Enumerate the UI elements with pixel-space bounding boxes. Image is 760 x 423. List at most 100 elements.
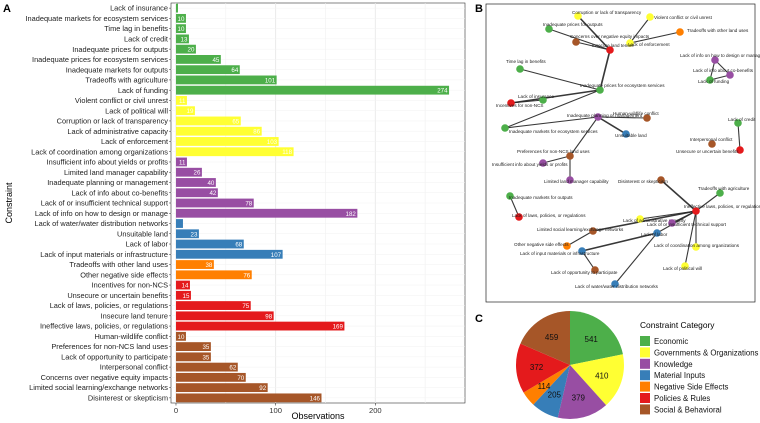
bar	[175, 239, 244, 249]
network-node	[594, 113, 602, 121]
legend-label: Social & Behavioral	[654, 405, 722, 414]
y-tick-label: Limited social learning/exchange network…	[29, 383, 168, 392]
network-node	[515, 213, 523, 221]
bar-value-label: 76	[243, 272, 250, 279]
bar	[175, 24, 186, 34]
network-node-label: Insufficient info about yields or profit…	[492, 162, 568, 167]
network-edge	[581, 232, 658, 252]
bar-value-label: 40	[207, 180, 214, 187]
network-edge	[597, 116, 648, 119]
bar	[175, 383, 268, 393]
network-node	[626, 39, 634, 47]
network-node	[646, 13, 654, 21]
network-node	[539, 159, 547, 167]
network-node-label: Inadequate planning or management	[567, 113, 643, 118]
bar-value-label: 107	[271, 252, 282, 259]
bar	[175, 229, 199, 239]
bar	[175, 44, 196, 54]
y-tick-label: Tradeoffs with agriculture	[85, 76, 168, 85]
bar	[175, 301, 251, 310]
network-edge	[548, 28, 611, 51]
network-edge	[599, 49, 611, 91]
bar	[175, 147, 294, 157]
legend-swatch	[640, 358, 650, 369]
network-node-label: Inadequate markets for outputs	[509, 195, 573, 200]
bar	[175, 178, 216, 187]
bar	[175, 116, 241, 126]
network-node-label: Concerns over negative equity impacts	[570, 34, 650, 39]
bar-value-label: 10	[178, 26, 185, 33]
bar-value-label: 118	[282, 149, 292, 156]
network-node-label: Inadequate prices for outputs	[543, 22, 603, 27]
network-node-label: Limited social learning/exchange network…	[537, 227, 624, 232]
y-tick-label: Inadequate planning or management	[47, 178, 168, 187]
bar	[175, 270, 252, 280]
bar	[175, 290, 191, 300]
y-tick-label: Limited land manager capability	[64, 168, 168, 177]
network-node-label: Tradeoffs with agriculture	[698, 186, 750, 191]
network-node	[606, 46, 614, 54]
bar	[175, 96, 187, 105]
bar-value-label: 78	[245, 201, 252, 208]
panel-label-a: A	[3, 3, 11, 15]
bar	[175, 352, 211, 362]
pie-slice	[523, 365, 570, 405]
network-node-label: Limited land manager capability	[544, 179, 609, 184]
bar	[175, 260, 214, 269]
bar-value-label: 35	[202, 354, 209, 361]
network-edge	[660, 179, 697, 212]
network-node	[611, 280, 619, 288]
panel-label-c: C	[475, 313, 483, 325]
network-edge	[592, 210, 697, 232]
bar-value-label: 26	[194, 170, 201, 177]
legend-title: Constraint Category	[640, 320, 715, 330]
network-node-label: Lack of labor	[641, 232, 668, 237]
network-node-label: Lack of laws, policies, or regulations	[512, 213, 586, 218]
network-node-label: Lack of enforcement	[628, 42, 670, 47]
y-tick-label: Disinterest or skepticism	[88, 393, 168, 402]
pie-slice-value: 459	[545, 333, 559, 342]
network-node-label: Lack of info on how to design or manage	[680, 53, 760, 58]
bar	[175, 34, 189, 44]
bar	[175, 362, 238, 372]
bar	[175, 167, 202, 177]
network-node-label: Insecure land tenure	[592, 43, 634, 48]
network-node	[653, 229, 661, 237]
network-edge	[684, 210, 697, 267]
network-node-label: Interpersonal conflict	[690, 137, 733, 142]
y-tick-label: Lack of credit	[124, 34, 168, 43]
y-tick-label: Lack of enforcement	[101, 137, 168, 146]
y-tick-label: Other negative side effects	[80, 270, 168, 279]
y-tick-label: Lack of opportunity to participate	[61, 352, 168, 361]
network-node	[716, 189, 724, 197]
y-tick-label: Lack of laws, policies, or regulations	[50, 301, 169, 310]
y-tick-label: Lack of or insufficient technical suppor…	[41, 199, 168, 208]
y-tick-label: Ineffective laws, policies, or regulatio…	[40, 322, 168, 331]
network-edge	[510, 99, 544, 104]
network-edge	[695, 192, 721, 212]
y-tick-label: Time lag in benefits	[104, 24, 168, 33]
network-node	[726, 71, 734, 79]
network-edge	[581, 250, 596, 271]
y-tick-label: Incentives for non-NCS	[92, 281, 168, 290]
network-edge	[504, 116, 599, 129]
network-edge	[504, 89, 601, 129]
bar	[175, 55, 221, 64]
pie-slice-value: 205	[548, 391, 562, 400]
bar-value-label: 65	[232, 118, 239, 125]
bar-value-label: 274	[437, 88, 448, 95]
bar-value-label: 182	[346, 211, 357, 218]
legend-label: Negative Side Effects	[654, 383, 729, 392]
network-edge	[510, 89, 601, 104]
bar-value-label: 19	[187, 108, 194, 115]
legend-swatch	[640, 347, 650, 358]
x-tick-label: 200	[369, 406, 382, 415]
network-node-label: Violent conflict or civil unrest	[654, 15, 713, 20]
pie-slice-value: 372	[530, 363, 544, 372]
y-tick-label: Violent conflict or civil unrest	[75, 96, 168, 105]
bar	[175, 75, 277, 85]
network-node-label: Unsuitable land	[615, 133, 647, 138]
bar	[175, 219, 183, 228]
network-node	[692, 207, 700, 215]
